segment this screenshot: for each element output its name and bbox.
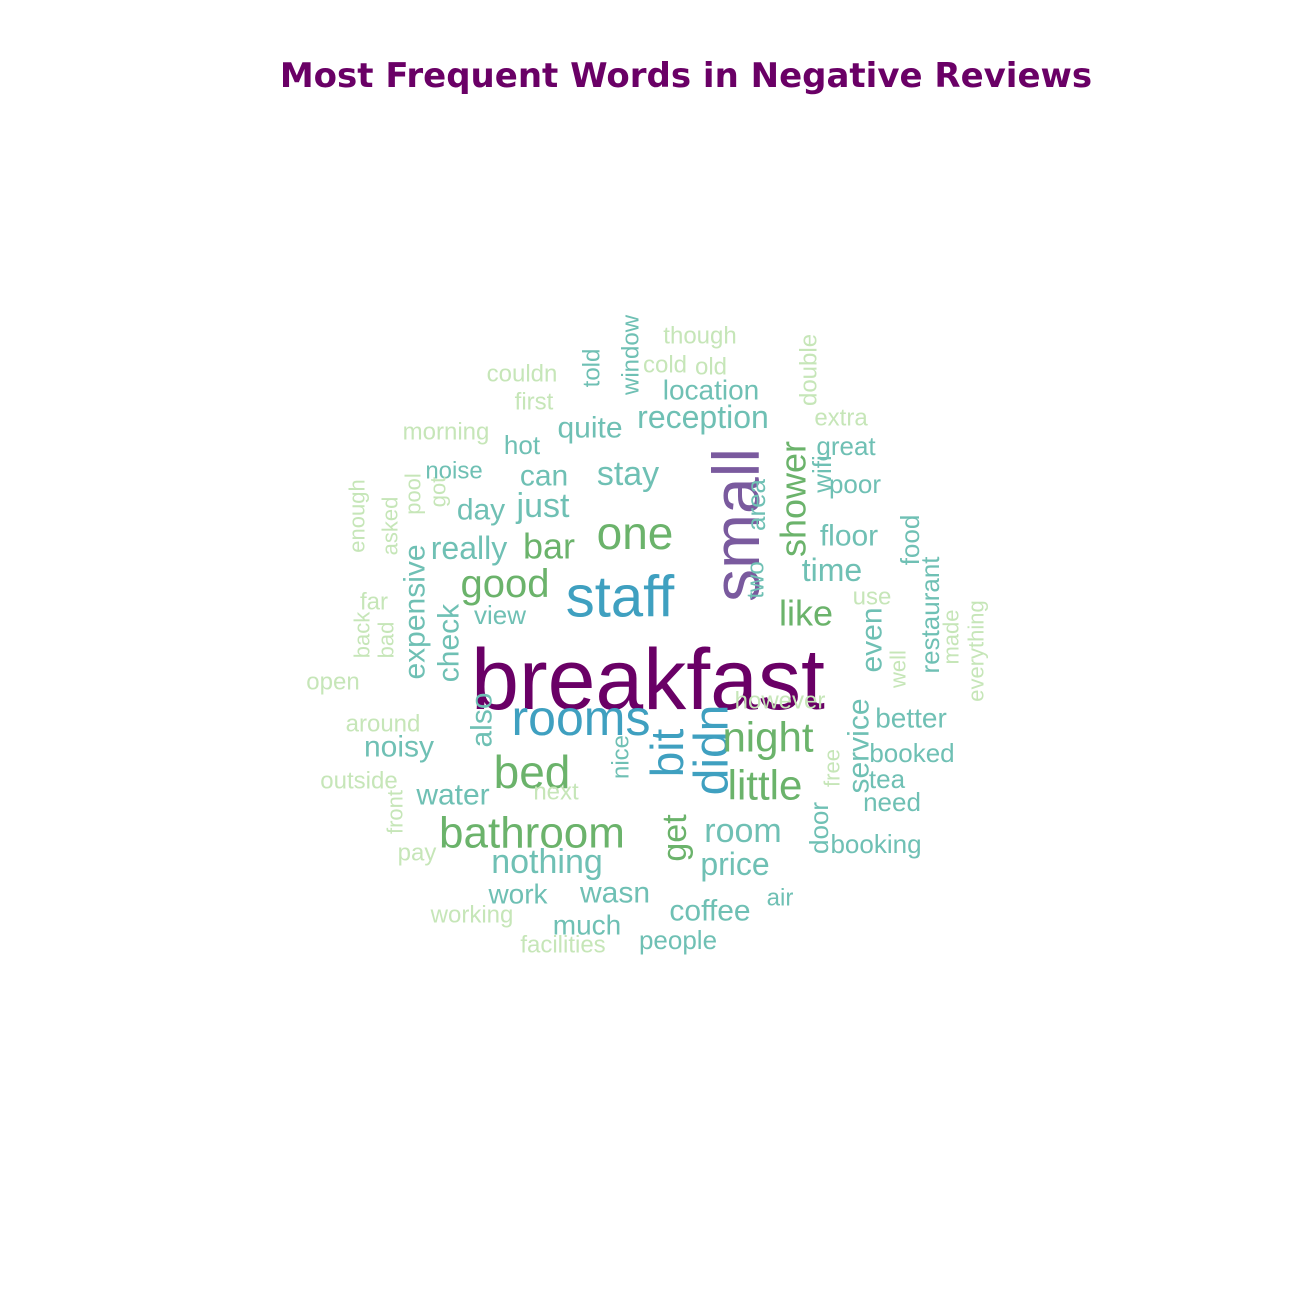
word-restaurant: restaurant [915,556,945,674]
word-just: just [516,487,570,525]
word-poor: poor [829,469,881,499]
word-check: check [433,603,466,682]
word-hot: hot [504,430,541,460]
word-couldn: couldn [487,361,558,388]
word-though: though [663,323,736,350]
word-people: people [639,925,717,955]
word-window: window [618,314,645,396]
word-expensive: expensive [399,544,432,679]
word-made: made [939,609,964,664]
word-booking: booking [830,829,921,859]
word-little: little [728,762,803,809]
word-working: working [430,902,514,929]
word-however: however [735,688,826,715]
word-quite: quite [557,412,622,445]
word-rooms: rooms [512,690,651,746]
word-great: great [816,431,876,461]
word-get: get [656,814,694,862]
word-around: around [346,711,421,738]
word-front: front [383,790,408,834]
word-time: time [802,552,862,588]
word-back: back [350,611,375,658]
word-use: use [853,584,892,611]
word-location: location [663,375,760,406]
word-also: also [466,692,499,747]
word-asked: asked [378,497,403,556]
chart-title: Most Frequent Words in Negative Reviews [279,56,1093,96]
word-one: one [597,507,674,559]
word-everything: everything [964,600,989,702]
word-air: air [767,885,794,912]
word-area: area [741,478,771,531]
word-far: far [360,589,388,616]
word-next: next [533,779,579,806]
word-wasn: wasn [579,877,650,910]
word-cold: cold [643,352,687,379]
word-good: good [461,562,550,606]
word-water: water [415,779,489,812]
word-shower: shower [773,441,814,557]
word-even: even [856,607,889,672]
word-service: service [843,698,876,793]
word-really: really [431,530,507,566]
word-better: better [875,703,947,734]
word-bathroom: bathroom [439,809,625,858]
word-booked: booked [869,738,954,768]
word-bit: bit [641,728,693,777]
word-breakfast: breakfast [471,632,825,728]
word-pay: pay [398,840,437,867]
word-bed: bed [494,746,571,798]
word-floor: floor [820,520,878,553]
word-enough: enough [345,479,370,552]
word-nothing: nothing [491,843,603,881]
word-night: night [722,714,813,761]
word-two: two [743,561,770,598]
word-got: got [426,477,451,508]
word-wifi: wifi [807,455,837,494]
word-room: room [704,812,781,850]
word-need: need [863,787,921,817]
word-work: work [487,879,548,910]
word-free: free [820,749,845,787]
word-stay: stay [597,455,659,493]
word-double: double [796,334,823,406]
word-extra: extra [814,405,868,432]
word-told: told [579,349,606,388]
word-didn: didn [686,705,739,796]
word-like: like [779,593,833,634]
word-bad: bad [374,622,399,659]
word-staff: staff [566,565,675,630]
word-price: price [700,846,769,882]
word-door: door [804,802,834,854]
word-first: first [515,389,554,416]
word-much: much [553,910,621,941]
word-can: can [520,460,568,493]
word-tea: tea [869,764,906,794]
word-reception: reception [637,399,769,435]
word-outside: outside [320,768,397,795]
word-morning: morning [403,419,490,446]
word-view: view [474,600,526,630]
word-small: small [699,448,773,602]
word-day: day [457,494,505,527]
word-bar: bar [523,526,575,567]
word-open: open [306,669,359,696]
word-coffee: coffee [669,895,750,928]
word-old: old [695,354,727,381]
word-noise: noise [425,458,482,485]
word-nice: nice [608,735,635,779]
word-well: well [886,650,911,689]
word-facilities: facilities [520,932,605,959]
word-food: food [895,515,925,566]
word-noisy: noisy [364,731,434,764]
word-pool: pool [401,473,426,515]
